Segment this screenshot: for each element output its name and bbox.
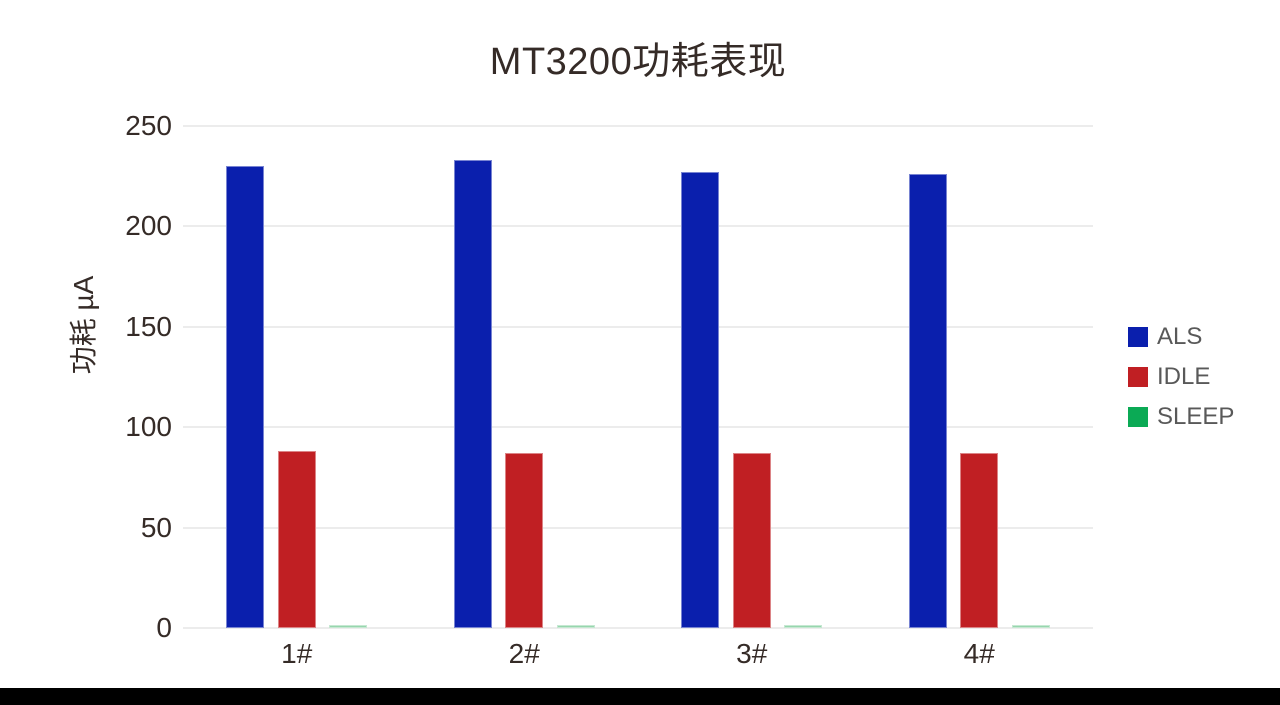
y-tick-label-150: 150	[125, 310, 172, 342]
bar-sleep-4#	[1011, 625, 1050, 628]
legend-item-sleep: SLEEP	[1128, 403, 1234, 430]
x-tick-label-1#: 1#	[281, 638, 313, 669]
bar-idle-2#	[505, 453, 544, 628]
bar-sleep-3#	[784, 625, 823, 628]
bar-als-2#	[453, 160, 492, 628]
y-tick-label-250: 250	[125, 110, 172, 141]
y-tick-label-0: 0	[156, 612, 172, 643]
legend-swatch-sleep	[1128, 407, 1148, 427]
legend-label-idle: IDLE	[1157, 363, 1211, 390]
legend-item-als: ALS	[1128, 323, 1234, 350]
plot-area	[183, 125, 1093, 629]
gridline-150	[183, 325, 1093, 328]
bar-als-4#	[908, 174, 947, 628]
bar-idle-1#	[277, 451, 316, 628]
bar-als-3#	[681, 172, 720, 628]
legend-swatch-als	[1128, 327, 1148, 347]
gridline-250	[183, 125, 1093, 127]
gridline-200	[183, 225, 1093, 228]
bar-sleep-1#	[329, 625, 368, 628]
chart-title: MT3200功耗表现	[489, 41, 787, 83]
bar-als-1#	[226, 166, 265, 628]
y-tick-label-50: 50	[140, 511, 172, 543]
x-tick-label-4#: 4#	[963, 638, 995, 669]
y-tick-label-100: 100	[125, 411, 172, 443]
y-tick-label-200: 200	[125, 210, 172, 242]
gridline-100	[183, 426, 1093, 429]
legend-label-sleep: SLEEP	[1157, 403, 1235, 430]
bar-idle-3#	[732, 453, 771, 628]
legend: ALS IDLE SLEEP	[1128, 323, 1234, 447]
bar-sleep-2#	[556, 625, 595, 628]
x-tick-label-2#: 2#	[508, 638, 540, 669]
gridline-0	[183, 627, 1093, 629]
bar-idle-4#	[960, 453, 999, 628]
legend-swatch-idle	[1128, 367, 1148, 387]
legend-label-als: ALS	[1157, 323, 1203, 350]
legend-item-idle: IDLE	[1128, 363, 1234, 390]
gridline-50	[183, 526, 1093, 529]
bottom-black-bar	[0, 688, 1280, 705]
x-tick-label-3#: 3#	[736, 638, 768, 669]
